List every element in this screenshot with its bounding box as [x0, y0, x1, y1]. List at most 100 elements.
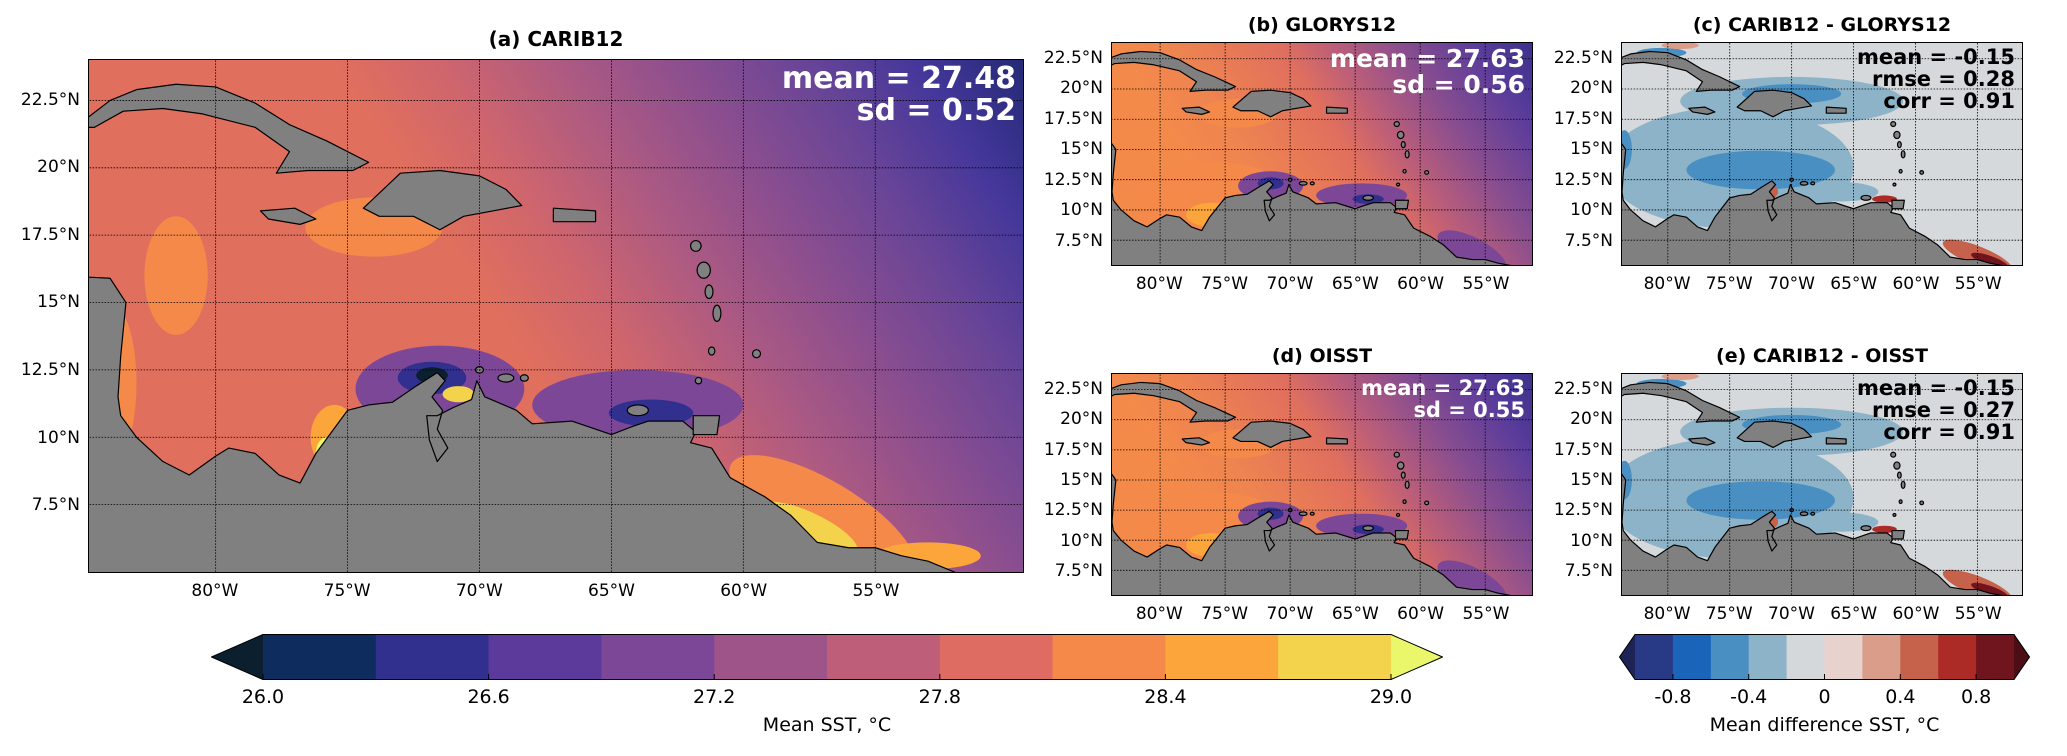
gridlines	[89, 60, 1023, 572]
longitude-tick-label: 60°W	[720, 581, 768, 601]
difference-map	[1621, 373, 2023, 596]
longitude-tick-label: 75°W	[1705, 604, 1753, 624]
colorbar-tick-label: 26.6	[467, 686, 510, 708]
latitude-tick-label: 12.5°N	[1553, 500, 1613, 521]
stat-mean: mean = 27.63	[1329, 44, 1525, 73]
latitude-tick-label: 10°N	[1060, 200, 1103, 221]
panel-d-oisst: (d) OISST mean = 27.63 sd = 0.55 7.5°N 10…	[1044, 345, 1533, 624]
latitude-tick-label: 17.5°N	[1553, 439, 1613, 460]
gridlines	[1622, 43, 2022, 265]
stat-corr: corr = 0.91	[1883, 89, 2015, 114]
panel-title: (a) CARIB12	[488, 27, 624, 51]
stats-box: mean = 27.63 sd = 0.56	[1329, 44, 1525, 100]
panel-a-carib12: (a) CARIB12 mean = 27.48 sd = 0.52 7.5°N…	[21, 27, 1024, 601]
stat-mean: mean = 27.63	[1361, 376, 1525, 400]
colorbar-label: Mean SST, °C	[762, 714, 892, 736]
latitude-tick-label: 17.5°N	[20, 224, 80, 245]
longitude-tick-label: 70°W	[1768, 274, 1815, 294]
latitude-tick-label: 7.5°N	[1054, 561, 1103, 582]
colorbar-under-extension	[211, 634, 263, 680]
colorbar-under-extension	[1619, 634, 1635, 680]
longitude-tick-label: 70°W	[455, 581, 503, 601]
stat-mean: mean = 27.48	[781, 61, 1016, 96]
stat-sd: sd = 0.56	[1392, 70, 1525, 100]
colorbar-label: Mean difference SST, °C	[1709, 714, 1940, 736]
latitude-tick-label: 22.5°N	[1553, 378, 1613, 399]
colorbar-bin	[1824, 634, 1863, 680]
stat-rmse: rmse = 0.27	[1871, 398, 2015, 423]
longitude-tick-label: 65°W	[1331, 604, 1379, 624]
sst-map	[1111, 373, 1533, 596]
longitude-tick-label: 60°W	[1397, 274, 1445, 294]
latitude-tick-label: 10°N	[37, 427, 80, 448]
panel-title: (c) CARIB12 - GLORYS12	[1692, 14, 1952, 36]
longitude-tick-label: 70°W	[1768, 604, 1815, 624]
longitude-tick-label: 65°W	[1830, 274, 1878, 294]
gridlines	[1622, 374, 2022, 595]
panel-title: (d) OISST	[1271, 345, 1373, 367]
colorbar-tick-label: 27.2	[693, 686, 736, 708]
stats-box: mean = 27.48 sd = 0.52	[782, 63, 1016, 126]
latitude-tick-label: 22.5°N	[1043, 47, 1103, 68]
stats-box: mean = -0.15 rmse = 0.27 corr = 0.91	[1857, 377, 2015, 443]
latitude-tick-label: 22.5°N	[1043, 378, 1103, 399]
latitude-tick-label: 12.5°N	[20, 360, 80, 381]
longitude-tick-label: 55°W	[1954, 604, 2002, 624]
panel-c-carib12-minus-glorys12: (c) CARIB12 - GLORYS12 mean = -0.15 rmse…	[1554, 14, 2023, 294]
latitude-tick-label: 22.5°N	[1553, 47, 1613, 68]
latitude-tick-label: 15°N	[1570, 469, 1613, 490]
latitude-tick-label: 10°N	[1060, 530, 1103, 551]
stat-sd: sd = 0.55	[1413, 398, 1525, 423]
latitude-tick-label: 20°N	[1570, 409, 1613, 430]
colorbar-tick-label: 29.0	[1369, 686, 1413, 708]
latitude-tick-label: 10°N	[1570, 200, 1613, 221]
latitude-tick-label: 22.5°N	[20, 89, 80, 110]
latitude-tick-label: 15°N	[1570, 139, 1613, 160]
colorbar-bin	[1938, 634, 1977, 680]
latitude-tick-label: 7.5°N	[1564, 561, 1613, 582]
latitude-tick-label: 17.5°N	[1043, 108, 1103, 129]
colorbar-bin	[1976, 634, 2015, 680]
colorbar-bin	[1672, 634, 1712, 680]
stats-box: mean = 27.63 sd = 0.55	[1361, 377, 1525, 421]
longitude-tick-label: 80°W	[191, 581, 239, 601]
colorbar-bin	[827, 634, 941, 680]
colorbar-bin	[488, 634, 602, 680]
colorbar-bin	[1786, 634, 1825, 680]
stat-corr: corr = 0.91	[1883, 420, 2015, 445]
longitude-tick-label: 55°W	[1954, 274, 2002, 294]
colorbar-bin	[1278, 634, 1392, 680]
longitude-tick-label: 70°W	[1266, 604, 1314, 624]
sst-colorbar: Mean SST, °C 26.0 26.6 27.2 27.8 28.4 29.0	[211, 634, 1443, 736]
longitude-tick-label: 75°W	[1201, 274, 1249, 294]
colorbar-bin	[263, 634, 377, 680]
longitude-tick-label: 65°W	[588, 581, 635, 601]
colorbar-bin	[1052, 634, 1166, 680]
latitude-tick-label: 12.5°N	[1553, 169, 1613, 190]
gridlines	[1112, 374, 1532, 595]
stat-mean: mean = -0.15	[1857, 376, 2015, 400]
stat-rmse: rmse = 0.28	[1871, 67, 2015, 92]
latitude-tick-label: 20°N	[1570, 78, 1613, 99]
longitude-tick-label: 75°W	[1201, 604, 1249, 624]
sst-map	[1111, 42, 1533, 266]
longitude-tick-label: 80°W	[1643, 604, 1691, 624]
gridlines	[1112, 43, 1532, 265]
latitude-tick-label: 7.5°N	[1054, 230, 1103, 251]
longitude-tick-label: 80°W	[1135, 604, 1183, 624]
panel-e-carib12-minus-oisst: (e) CARIB12 - OISST mean = -0.15 rmse = …	[1554, 345, 2023, 624]
colorbar-bin	[1165, 634, 1279, 680]
longitude-tick-label: 60°W	[1397, 604, 1445, 624]
longitude-tick-label: 55°W	[852, 581, 900, 601]
longitude-tick-label: 75°W	[1705, 274, 1753, 294]
colorbar-tick-label: 0.4	[1885, 686, 1916, 708]
longitude-tick-label: 65°W	[1331, 274, 1379, 294]
latitude-tick-label: 15°N	[1060, 469, 1103, 490]
longitude-tick-label: 80°W	[1643, 274, 1691, 294]
panel-title: (e) CARIB12 - OISST	[1716, 345, 1928, 367]
longitude-tick-label: 55°W	[1462, 604, 1510, 624]
panel-b-glorys12: (b) GLORYS12 mean = 27.63 sd = 0.56 7.5°…	[1044, 14, 1533, 294]
latitude-tick-label: 10°N	[1570, 530, 1613, 551]
colorbar-outline	[1619, 634, 2030, 680]
colorbar-graphic	[211, 634, 1443, 680]
